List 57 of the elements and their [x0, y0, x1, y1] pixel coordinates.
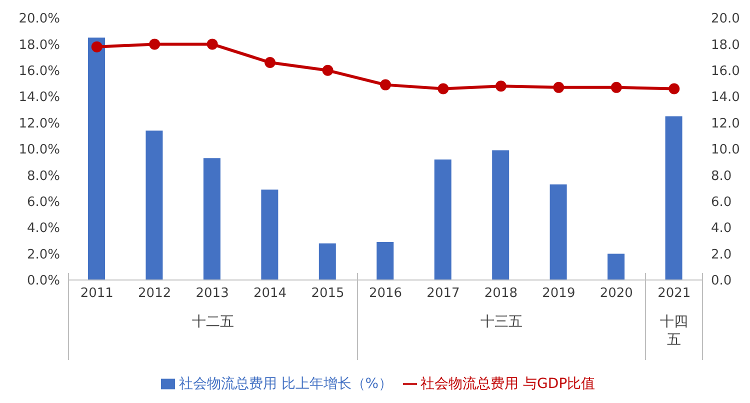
y-tick-label: 6.0%	[26, 195, 60, 210]
x-tick-label: 2011	[80, 286, 114, 302]
y-tick-label: 4.0%	[26, 221, 60, 236]
point	[322, 64, 334, 76]
y2-tick-label: 4.0	[711, 221, 732, 236]
bar	[550, 184, 567, 280]
point	[206, 38, 218, 50]
point	[264, 57, 276, 68]
y-tick-label: 8.0%	[26, 168, 60, 184]
x-tick-label: 2014	[254, 286, 287, 302]
point	[495, 80, 506, 92]
y2-tick-label: 14.0	[711, 90, 740, 106]
y-tick-label: 12.0%	[18, 116, 60, 132]
y2-tick-label: 18.0	[711, 38, 740, 53]
bar	[318, 243, 336, 280]
y2-tick-label: 8.0	[711, 168, 732, 184]
x-tick-label: 2018	[484, 286, 518, 302]
y2-tick-label: 16.0	[711, 64, 740, 80]
bar	[261, 190, 278, 280]
x-tick-label: 2021	[658, 286, 691, 302]
point	[438, 83, 449, 94]
x-tick-label: 2020	[600, 286, 633, 302]
point	[149, 38, 160, 50]
y2-tick-label: 20.0	[711, 12, 740, 27]
y-tick-label: 18.0%	[18, 38, 60, 53]
y2-tick-label: 12.0	[711, 116, 740, 132]
x-tick-label: 2015	[311, 286, 344, 302]
legend-label: 社会物流总费用 与GDP比值	[420, 376, 596, 392]
y2-tick-label: 2.0	[711, 247, 732, 262]
bar	[434, 159, 452, 280]
bar	[88, 38, 105, 280]
y-tick-label: 16.0%	[18, 64, 60, 80]
point	[91, 41, 102, 52]
x-tick-label: 2012	[138, 286, 172, 302]
x-tick-label: 2013	[196, 286, 229, 302]
y-tick-label: 14.0%	[18, 90, 60, 106]
y2-tick-label: 6.0	[711, 195, 732, 210]
x-tick-label: 2016	[368, 286, 402, 302]
x-tick-label: 2017	[426, 286, 460, 302]
point	[668, 83, 680, 94]
x-tick-label: 2019	[542, 286, 576, 302]
point	[610, 82, 622, 93]
bar	[608, 254, 625, 280]
point	[380, 79, 391, 90]
y2-tick-label: 0.0	[711, 274, 732, 289]
point	[553, 82, 564, 93]
y-tick-label: 10.0%	[18, 142, 60, 158]
legend-label: 社会物流总费用 比上年增长（%）	[178, 376, 393, 392]
bar	[492, 150, 510, 280]
y-tick-label: 0.0%	[26, 274, 60, 289]
bar	[203, 158, 220, 280]
y-tick-label: 20.0%	[18, 12, 60, 27]
bar	[146, 130, 163, 280]
bar	[376, 242, 394, 280]
bar	[665, 116, 682, 280]
y2-tick-label: 10.0	[711, 142, 740, 158]
y-tick-label: 2.0%	[26, 247, 60, 262]
